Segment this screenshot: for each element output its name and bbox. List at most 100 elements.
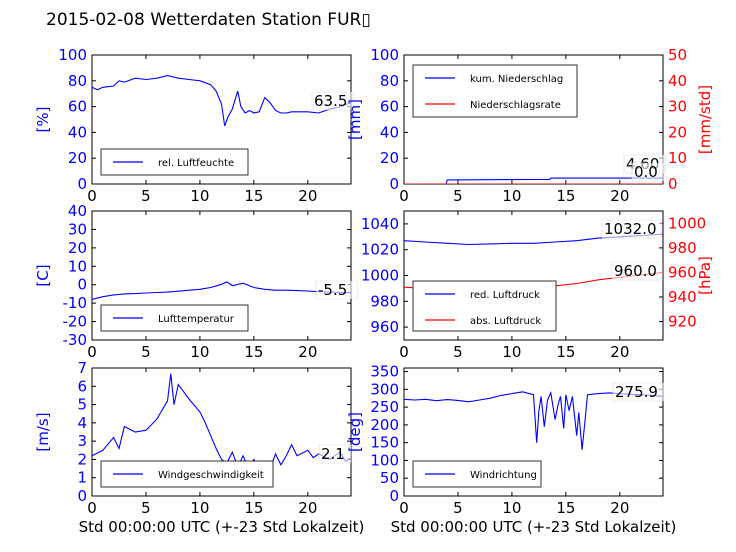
y2-tick-label-1-50: 50	[668, 46, 687, 64]
x-tick-label-3-5: 5	[453, 343, 463, 361]
y2-tick-label-1-40: 40	[668, 72, 687, 90]
axes-frame-0	[91, 54, 352, 185]
x-tick-label-4-0: 0	[87, 499, 97, 517]
y-tick-label-1-80: 80	[380, 72, 399, 90]
x-tick-label-0-10: 10	[190, 187, 209, 205]
axes-frame-2	[91, 210, 352, 341]
x-tick-label-0-5: 5	[141, 187, 151, 205]
y-tick-label-1-60: 60	[380, 98, 399, 116]
legend-box-1	[412, 64, 578, 118]
x-tick-label-1-20: 20	[610, 187, 629, 205]
y-tick-label-0-0: 0	[77, 175, 87, 193]
legend-label-3-0: red. Luftdruck	[470, 290, 540, 301]
y-tick-label-2-20: 20	[68, 239, 87, 257]
series-line-5-0	[404, 391, 663, 450]
y-tick-label-1-0: 0	[389, 175, 399, 193]
y-tick-label-0-100: 100	[58, 46, 87, 64]
y-tick-label-2-40: 40	[68, 202, 87, 220]
y-tick-label-0-60: 60	[68, 98, 87, 116]
y-tick-label-1-100: 100	[370, 46, 399, 64]
annotation-label-0-0: 63.5	[314, 92, 347, 110]
annotation-label-1-1: 0.0	[634, 163, 658, 181]
x-tick-label-0-0: 0	[87, 187, 97, 205]
y2-tick-label-1-30: 30	[668, 98, 687, 116]
y-tick-label-2--30: -30	[63, 331, 88, 349]
series-line-0-0	[92, 75, 351, 127]
legend-label-2-0: Lufttemperatur	[158, 314, 235, 325]
x-tick-label-0-15: 15	[244, 187, 263, 205]
y-tick-label-2--10: -10	[63, 294, 88, 312]
x-tick-label-4-20: 20	[298, 499, 317, 517]
y-tick-label-4-0: 0	[77, 487, 87, 505]
annotation-box-3-0	[601, 219, 663, 239]
y-tick-label-1-40: 40	[380, 123, 399, 141]
y2-tick-label-3-940: 940	[668, 288, 697, 306]
y-tick-label-4-2: 2	[77, 450, 87, 468]
y-tick-label-5-200: 200	[370, 416, 399, 434]
y2-axis-label-3: [hPa]	[696, 256, 714, 295]
y-tick-label-1-20: 20	[380, 149, 399, 167]
y-axis-label-4: [m/s]	[34, 412, 52, 451]
y-axis-label-0: [%]	[34, 107, 52, 133]
y-axis-label-5: [deg]	[346, 412, 364, 452]
y-tick-label-4-7: 7	[77, 359, 87, 377]
x-axis-label-5: Std 00:00:00 UTC (+-23 Std Lokalzeit)	[391, 518, 677, 536]
y-tick-label-4-4: 4	[77, 414, 87, 432]
y-axis-label-2: [C]	[34, 264, 52, 286]
y-tick-label-5-350: 350	[370, 363, 399, 381]
legend-box-3	[412, 280, 557, 332]
x-tick-label-5-20: 20	[610, 499, 629, 517]
y2-tick-label-1-20: 20	[668, 123, 687, 141]
y-tick-label-5-100: 100	[370, 451, 399, 469]
y-tick-label-3-1020: 1020	[361, 241, 399, 259]
legend-label-1-1: Niederschlagsrate	[470, 100, 561, 111]
annotation-label-2-0: -5.5	[318, 281, 347, 299]
x-tick-label-1-5: 5	[453, 187, 463, 205]
series-line-2-0	[92, 281, 351, 301]
x-tick-label-4-15: 15	[244, 499, 263, 517]
x-tick-label-3-10: 10	[502, 343, 521, 361]
x-tick-label-5-15: 15	[556, 499, 575, 517]
x-tick-label-2-5: 5	[141, 343, 151, 361]
legend-label-1-0: kum. Niederschlag	[470, 74, 563, 85]
y-tick-label-2--20: -20	[63, 313, 88, 331]
x-tick-label-2-20: 20	[298, 343, 317, 361]
y-tick-label-4-3: 3	[77, 432, 87, 450]
x-tick-label-3-0: 0	[399, 343, 409, 361]
annotation-label-5-0: 275.9	[615, 383, 658, 401]
x-tick-label-2-10: 10	[190, 343, 209, 361]
x-axis-label-4: Std 00:00:00 UTC (+-23 Std Lokalzeit)	[79, 518, 365, 536]
y-tick-label-5-50: 50	[380, 469, 399, 487]
annotation-box-5-0	[612, 382, 664, 402]
legend-label-3-1: abs. Luftdruck	[470, 316, 541, 327]
x-tick-label-2-15: 15	[244, 343, 263, 361]
y-tick-label-4-6: 6	[77, 377, 87, 395]
y-tick-label-4-1: 1	[77, 469, 87, 487]
y-tick-label-5-150: 150	[370, 434, 399, 452]
y2-tick-label-3-980: 980	[668, 239, 697, 257]
y-tick-label-5-0: 0	[389, 487, 399, 505]
y-tick-label-3-1040: 1040	[361, 215, 399, 233]
y-tick-label-5-250: 250	[370, 398, 399, 416]
y2-axis-label-1: [mm/std]	[696, 85, 714, 154]
y-tick-label-3-980: 980	[370, 292, 399, 310]
legend-label-5-0: Windrichtung	[470, 470, 537, 481]
x-tick-label-5-5: 5	[453, 499, 463, 517]
y-tick-label-0-40: 40	[68, 123, 87, 141]
x-tick-label-2-0: 0	[87, 343, 97, 361]
y2-tick-label-1-0: 0	[668, 175, 678, 193]
x-tick-label-5-0: 0	[399, 499, 409, 517]
annotation-box-2-0	[315, 280, 358, 300]
annotation-label-4-0: 2.1	[321, 445, 345, 463]
x-tick-label-5-10: 10	[502, 499, 521, 517]
y-tick-label-5-300: 300	[370, 380, 399, 398]
axes-frame-5	[403, 367, 664, 497]
y-tick-label-2-0: 0	[77, 276, 87, 294]
y2-tick-label-1-10: 10	[668, 149, 687, 167]
figure-title: 2015-02-08 Wetterdaten Station FUR▯	[46, 10, 371, 30]
legend-label-0-0: rel. Luftfeuchte	[158, 158, 234, 169]
x-tick-label-1-15: 15	[556, 187, 575, 205]
y-tick-label-3-960: 960	[370, 318, 399, 336]
annotation-box-3-1	[611, 261, 663, 281]
x-tick-label-4-5: 5	[141, 499, 151, 517]
